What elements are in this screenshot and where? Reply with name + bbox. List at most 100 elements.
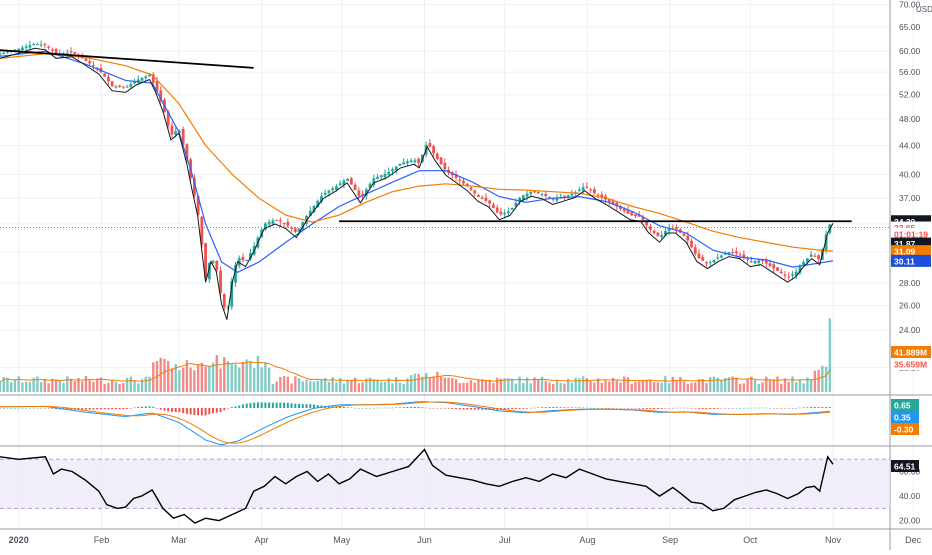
candle-body[interactable] [376,176,379,179]
candle-body[interactable] [473,190,477,194]
volume-bar[interactable] [619,382,622,392]
candle-body[interactable] [290,227,293,229]
volume-bar[interactable] [28,382,32,392]
candle-body[interactable] [525,193,529,197]
volume-bar[interactable] [353,377,357,392]
volume-bar[interactable] [387,378,390,392]
candle-body[interactable] [62,53,65,55]
volume-bar[interactable] [671,376,675,392]
candle-body[interactable] [439,157,443,165]
volume-bar[interactable] [697,378,701,392]
candle-body[interactable] [660,235,664,238]
volume-bar[interactable] [552,383,555,392]
candle-body[interactable] [95,67,99,69]
volume-bar[interactable] [499,378,503,392]
candle-body[interactable] [170,125,174,135]
volume-bar[interactable] [6,377,9,392]
volume-bar[interactable] [346,380,349,392]
candle-body[interactable] [110,81,114,87]
volume-bar[interactable] [600,382,604,392]
volume-bar[interactable] [794,382,798,392]
volume-bar[interactable] [746,378,749,392]
candle-body[interactable] [196,195,200,215]
candle-body[interactable] [28,45,32,48]
candle-body[interactable] [342,180,346,185]
volume-bar[interactable] [451,377,454,392]
volume-bar[interactable] [761,382,764,392]
candle-body[interactable] [734,251,738,254]
volume-bar[interactable] [705,383,708,392]
candle-body[interactable] [178,130,181,133]
volume-bar[interactable] [335,382,338,392]
candle-body[interactable] [757,260,761,263]
candle-body[interactable] [462,180,465,184]
candle-body[interactable] [615,202,619,207]
volume-bar[interactable] [466,382,469,392]
candle-body[interactable] [144,76,148,79]
candle-body[interactable] [682,233,686,236]
volume-bar[interactable] [656,382,660,392]
candle-body[interactable] [731,252,735,254]
candle-body[interactable] [338,183,342,186]
candle-body[interactable] [484,197,488,201]
volume-bar[interactable] [664,376,667,392]
volume-bar[interactable] [380,382,383,392]
candle-body[interactable] [592,189,596,194]
volume-bar[interactable] [84,376,88,392]
volume-bar[interactable] [589,381,592,392]
volume-bar[interactable] [731,376,734,392]
candle-body[interactable] [73,52,77,54]
volume-bar[interactable] [735,377,738,392]
candle-body[interactable] [50,49,54,51]
candle-body[interactable] [353,184,357,191]
candle-body[interactable] [286,221,290,226]
candle-body[interactable] [503,212,507,215]
candle-body[interactable] [335,186,338,190]
volume-bar[interactable] [267,367,271,392]
candle-body[interactable] [192,178,196,196]
candle-body[interactable] [275,219,279,221]
volume-bar[interactable] [570,382,574,392]
candle-body[interactable] [219,270,222,293]
candle-body[interactable] [634,214,637,216]
candle-body[interactable] [181,129,185,145]
volume-bar[interactable] [103,383,106,392]
volume-bar[interactable] [167,360,170,392]
candle-body[interactable] [772,264,776,269]
volume-bar[interactable] [765,376,768,392]
volume-bar[interactable] [458,383,461,392]
candle-body[interactable] [174,131,178,135]
candle-body[interactable] [140,77,144,81]
candle-body[interactable] [458,179,462,181]
volume-bar[interactable] [66,376,69,392]
volume-bar[interactable] [780,383,783,392]
volume-bar[interactable] [305,379,308,392]
candle-body[interactable] [331,188,335,191]
volume-bar[interactable] [2,376,5,392]
candle-body[interactable] [753,261,757,264]
volume-bar[interactable] [495,377,499,392]
candle-body[interactable] [402,162,406,165]
volume-bar[interactable] [275,381,278,392]
candle-body[interactable] [435,153,439,159]
volume-bar[interactable] [432,376,435,392]
volume-bar[interactable] [215,355,219,392]
candle-body[interactable] [443,162,447,170]
candle-body[interactable] [428,143,432,147]
candle-body[interactable] [727,252,731,255]
candle-body[interactable] [641,217,645,220]
volume-bar[interactable] [738,383,742,392]
candle-body[interactable] [372,178,376,185]
volume-bar[interactable] [327,381,331,392]
candle-body[interactable] [548,196,551,199]
volume-bar[interactable] [32,377,35,392]
volume-bar[interactable] [148,376,151,392]
candle-body[interactable] [824,234,828,250]
volume-bar[interactable] [279,377,282,392]
candle-body[interactable] [529,191,533,194]
candle-body[interactable] [589,189,593,191]
volume-bar[interactable] [701,379,704,392]
candle-body[interactable] [667,228,671,231]
candle-body[interactable] [675,227,678,230]
candle-body[interactable] [245,259,249,261]
